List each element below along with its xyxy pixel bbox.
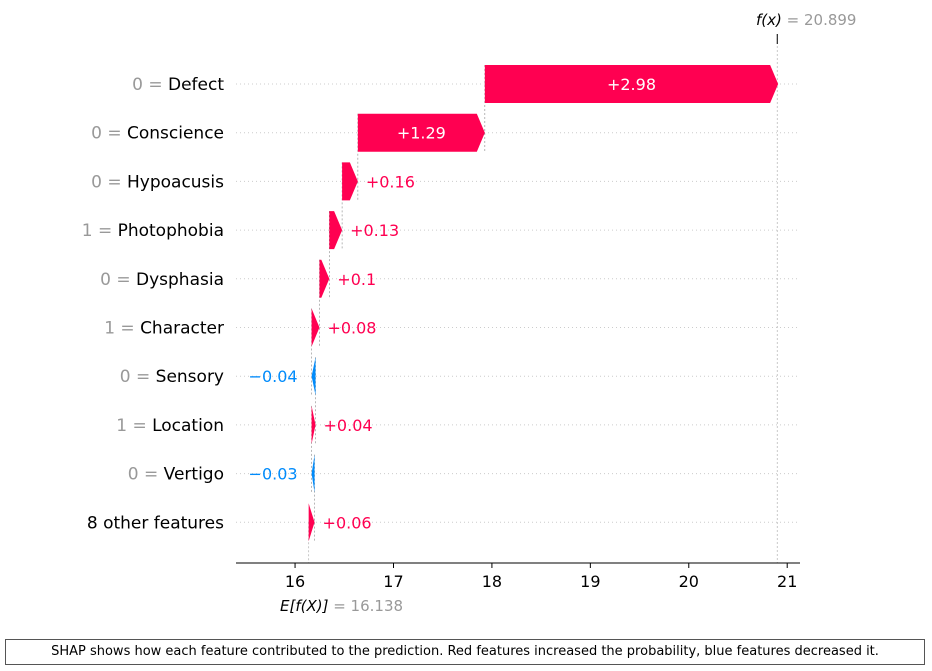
x-tick-label: 20 [679, 572, 699, 591]
bar-10 [308, 503, 315, 542]
bar-value-label: +0.06 [323, 513, 372, 532]
feature-label: 0 = Vertigo [128, 465, 224, 485]
bar-2 [357, 113, 485, 152]
feature-name: Location [152, 416, 224, 436]
feature-value: 0 = [91, 124, 127, 144]
bar-value-label: +1.29 [397, 124, 446, 143]
feature-label: 0 = Hypoacusis [91, 172, 224, 192]
feature-label: 1 = Location [116, 416, 224, 436]
base-value: = 16.138 [328, 597, 403, 615]
feature-value: 0 = [100, 270, 136, 290]
bar-value-label: +0.08 [327, 319, 376, 338]
bar-value-label: +0.1 [337, 270, 376, 289]
feature-value: 1 = [116, 416, 152, 436]
x-tick-label: 19 [580, 572, 600, 591]
bar-value-label: +2.98 [607, 75, 656, 94]
feature-value: 1 = [82, 221, 118, 241]
bar-value-label: −0.04 [249, 367, 298, 386]
shap-waterfall-chart: +2.98 0 = Defect +1.29 0 = Conscience +0.16 0… [82, 11, 857, 615]
feature-label: 0 = Dysphasia [100, 270, 224, 290]
final-value-annotation: f(x) = 20.899 [756, 11, 856, 29]
feature-name: Sensory [156, 367, 224, 387]
feature-name: Dysphasia [136, 270, 224, 290]
feature-name: Photophobia [118, 221, 224, 241]
feature-name: Defect [168, 75, 224, 95]
feature-value: 1 = [104, 319, 140, 339]
final-value-label: f(x) [756, 11, 782, 29]
bar-value-label: −0.03 [249, 465, 298, 484]
feature-label: 0 = Defect [132, 75, 224, 95]
feature-label: 0 = Conscience [91, 124, 224, 144]
base-value-annotation: E[f(X)] = 16.138 [280, 597, 403, 615]
feature-name: 8 other features [87, 513, 224, 533]
x-tick-label: 16 [285, 572, 305, 591]
feature-name: Vertigo [164, 465, 224, 485]
x-tick-label: 17 [383, 572, 403, 591]
x-tick-label: 18 [482, 572, 502, 591]
bar-6 [311, 308, 320, 347]
bar-8 [311, 405, 316, 444]
bar-value-label: +0.04 [324, 416, 373, 435]
feature-value: 0 = [91, 172, 127, 192]
feature-label: 1 = Character [104, 319, 224, 339]
bar-1 [484, 65, 779, 103]
bar-value-label: +0.13 [350, 221, 399, 240]
feature-label: 0 = Sensory [120, 367, 224, 387]
feature-value: 0 = [128, 465, 164, 485]
feature-value: 0 = [120, 367, 156, 387]
final-value: = 20.899 [782, 11, 857, 29]
feature-name: Conscience [127, 124, 224, 144]
feature-label: 1 = Photophobia [82, 221, 224, 241]
bar-4 [329, 211, 343, 250]
bar-9 [311, 454, 315, 493]
bar-5 [319, 259, 330, 298]
bar-value-label: +0.16 [366, 172, 415, 191]
bar-3 [342, 162, 358, 201]
feature-label: 8 other features [87, 513, 224, 533]
feature-value: 0 = [132, 75, 168, 95]
caption: SHAP shows how each feature contributed … [5, 639, 925, 665]
bar-7 [311, 357, 316, 396]
base-value-label: E[f(X)] [280, 597, 329, 615]
feature-name: Hypoacusis [127, 172, 224, 192]
x-tick-label: 21 [777, 572, 797, 591]
feature-name: Character [140, 319, 224, 339]
